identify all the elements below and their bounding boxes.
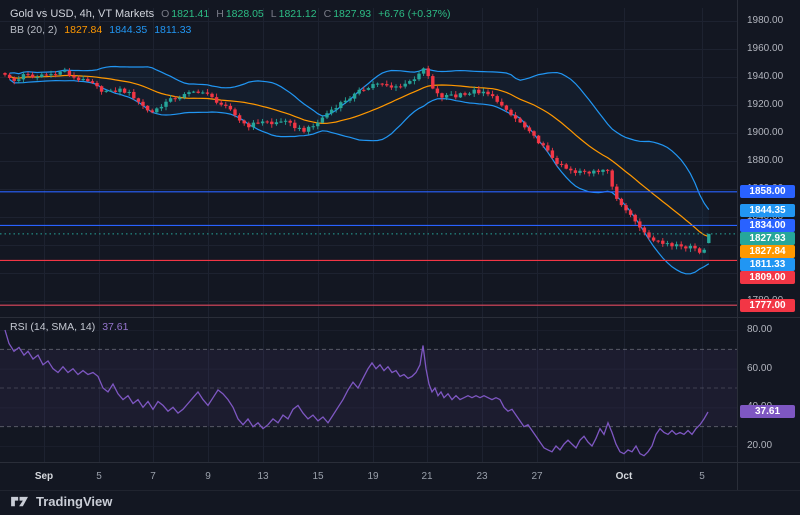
time-tick-19: 19 [367,471,379,482]
time-tick-9: 9 [205,471,211,482]
tradingview-wordmark: TradingView [36,494,113,509]
price-tick-1920: 1920.00 [747,99,784,110]
price-tick-1980: 1980.00 [747,15,784,26]
price-label-badge-1827.84: 1827.84 [740,244,795,258]
rsi-tick-80: 80.00 [747,324,773,335]
bb-legend-row[interactable]: BB (20, 2) 1827.84 1844.35 1811.33 [10,24,191,36]
high-value: 1828.05 [225,8,264,20]
time-tick-5: 5 [699,471,705,482]
change-value: +6.76 (+0.37%) [378,8,451,20]
bottom-toolbar [0,490,800,515]
rsi-legend-row[interactable]: RSI (14, SMA, 14) 37.61 [10,321,128,333]
price-label-badge-1834.00: 1834.00 [740,218,795,232]
price-label-badge-1858.00: 1858.00 [740,185,795,199]
price-tick-1960: 1960.00 [747,43,784,54]
price-label-badge-1809.00: 1809.00 [740,270,795,284]
time-tick-13: 13 [257,471,269,482]
time-tick-21: 21 [421,471,433,482]
time-tick-23: 23 [476,471,488,482]
ohlc-low: L 1821.12 [270,8,317,20]
price-label-badge-1827.93: 1827.93 [740,231,795,245]
close-value: 1827.93 [333,8,372,20]
price-tick-1900: 1900.00 [747,127,784,138]
bb-upper-value: 1844.35 [109,24,148,36]
price-label-badge-1844.35: 1844.35 [740,204,795,218]
price-label-badge-1811.33: 1811.33 [740,257,795,271]
price-scale[interactable]: 1980.00 1960.00 1940.00 1920.00 1900.00 1880.… [738,0,800,462]
bb-label: BB (20, 2) [10,24,58,36]
time-tick-Oct: Oct [615,471,633,482]
ohlc-open: O 1821.41 [161,8,210,20]
low-value: 1821.12 [278,8,317,20]
open-value: 1821.41 [171,8,210,20]
time-tick-7: 7 [150,471,156,482]
time-tick-5: 5 [96,471,102,482]
rsi-tick-60: 60.00 [747,362,773,374]
rsi-tick-20: 20.00 [747,439,773,451]
time-tick-Sep: Sep [34,471,54,482]
rsi-value-badge: 37.61 [740,405,795,419]
price-tick-1880: 1880.00 [747,155,784,166]
price-tick-1940: 1940.00 [747,71,784,82]
rsi-label: RSI (14, SMA, 14) [10,321,96,333]
bb-basis-value: 1827.84 [64,24,103,36]
rsi-value: 37.61 [102,321,129,333]
time-tick-15: 15 [312,471,324,482]
time-scale[interactable]: Sep 5 7 9 13 15 19 21 23 27 Oct 5 [0,463,800,490]
tradingview-logo-link[interactable]: TradingView [10,494,112,509]
symbol-title: Gold vs USD, 4h, VT Markets [10,8,155,20]
time-tick-27: 27 [531,471,543,482]
ohlc-high: H 1828.05 [216,8,264,20]
tradingview-icon [11,496,28,507]
symbol-legend-row[interactable]: Gold vs USD, 4h, VT Markets O 1821.41 H 18… [10,8,451,20]
bb-lower-value: 1811.33 [154,24,192,36]
price-label-badge-1777.00: 1777.00 [740,298,795,312]
ohlc-close: C 1827.93 [323,8,372,20]
